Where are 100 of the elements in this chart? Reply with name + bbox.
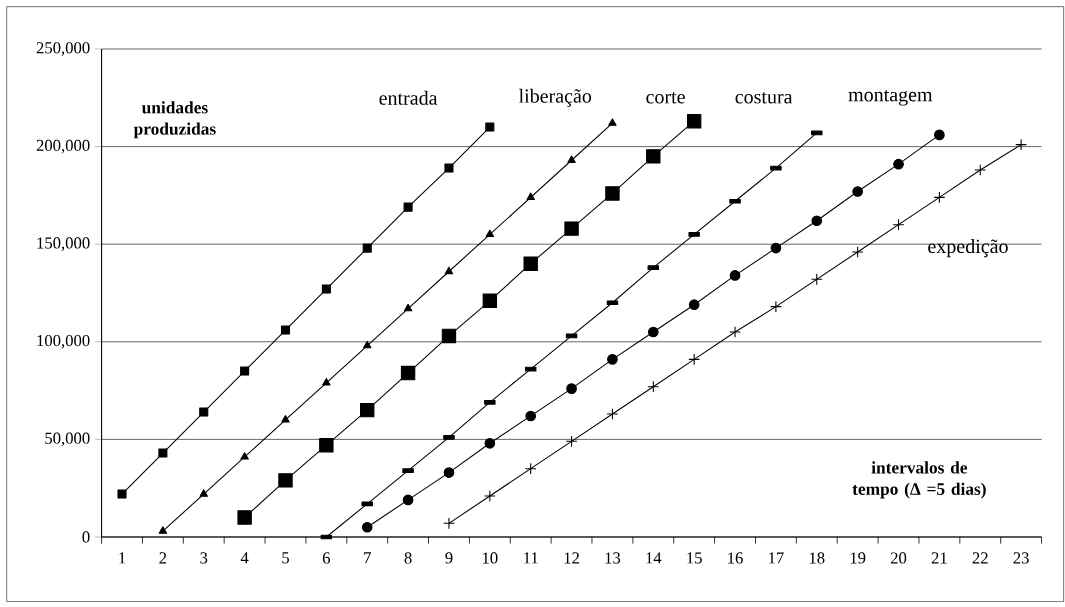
x-tick-label: 7 — [364, 552, 371, 564]
x-tick-label: 23 — [1013, 552, 1029, 564]
point — [158, 526, 168, 534]
x-tick-label: 3 — [200, 552, 208, 564]
point — [524, 462, 537, 475]
point — [321, 284, 331, 294]
x-tick-label: 12 — [564, 552, 579, 564]
point — [240, 366, 250, 376]
point — [403, 202, 413, 212]
point — [770, 242, 782, 254]
point — [441, 328, 457, 344]
x-tick-label: 5 — [282, 552, 289, 564]
point — [892, 218, 905, 231]
point — [686, 114, 702, 129]
point — [810, 273, 823, 286]
point — [893, 158, 904, 170]
point — [484, 437, 496, 449]
point — [444, 163, 454, 173]
point — [199, 407, 209, 417]
x-tick-label: 2 — [159, 552, 167, 564]
point — [811, 215, 823, 227]
x-tick-label: 21 — [931, 552, 947, 564]
point — [646, 149, 661, 164]
x-tick-label: 16 — [728, 552, 743, 564]
x-tick-label: 14 — [646, 552, 662, 564]
point — [281, 415, 290, 423]
x-tick-label: 4 — [240, 552, 249, 564]
series-label: corte — [646, 92, 685, 104]
y-tick-label: 0 — [82, 531, 90, 543]
x-tick-label: 9 — [445, 552, 453, 564]
x-tick-label: 22 — [972, 552, 988, 564]
y-tick-label: 200,000 — [36, 139, 90, 154]
point — [974, 164, 987, 176]
point — [402, 494, 414, 506]
point — [199, 489, 208, 497]
point — [688, 299, 700, 311]
point — [240, 452, 249, 460]
x-tick-label: 19 — [850, 552, 866, 564]
point — [485, 122, 495, 132]
point — [443, 517, 455, 530]
point — [933, 191, 946, 204]
y-axis-title: unidades produzidas — [133, 101, 216, 139]
text: entrada — [379, 90, 438, 105]
point — [319, 438, 334, 453]
point — [564, 221, 579, 236]
point — [566, 383, 577, 394]
point — [567, 155, 576, 163]
y-tick-label: 100,000 — [37, 334, 90, 349]
point — [117, 489, 127, 499]
point — [362, 243, 372, 253]
point — [360, 402, 375, 418]
point — [526, 192, 535, 201]
series-label: costura — [735, 92, 793, 104]
point — [729, 326, 741, 338]
point — [851, 246, 864, 258]
point — [403, 303, 413, 312]
point — [647, 326, 659, 338]
x-tick-label: 18 — [809, 552, 825, 564]
point — [361, 521, 373, 533]
x-tick-label: 17 — [769, 552, 784, 564]
x-tick-label: 13 — [605, 552, 621, 564]
point — [605, 186, 620, 201]
point — [278, 473, 293, 488]
x-tick-label: 1 — [119, 552, 126, 564]
point — [688, 353, 701, 366]
point — [362, 340, 372, 349]
point — [525, 410, 537, 422]
x-tick-label: 11 — [524, 552, 538, 564]
point — [934, 129, 945, 141]
point — [607, 354, 618, 365]
point — [280, 325, 291, 335]
x-tick-label: 8 — [404, 552, 412, 564]
point — [322, 377, 331, 386]
x-tick-label: 15 — [687, 552, 702, 564]
point — [523, 256, 538, 271]
series-label: expedição — [928, 239, 1008, 258]
point — [158, 448, 168, 458]
y-tick-label: 150,000 — [37, 237, 90, 252]
point — [647, 380, 660, 393]
point — [1015, 138, 1027, 151]
x-tick-label: 6 — [322, 552, 331, 564]
y-tick-label: 250,000 — [36, 42, 90, 56]
x-axis-title: intervalos de tempo (Δ =5 dias) — [852, 461, 986, 499]
series-label: montagem — [848, 90, 933, 106]
point — [606, 408, 619, 420]
point — [729, 270, 741, 281]
point — [608, 118, 617, 126]
point — [400, 365, 416, 381]
point — [852, 186, 863, 197]
y-tick-label: 50,000 — [45, 432, 90, 447]
point — [237, 510, 252, 525]
point — [444, 266, 454, 275]
x-tick-label: 10 — [482, 552, 498, 564]
point — [483, 490, 496, 502]
point — [443, 467, 455, 478]
point — [770, 300, 782, 313]
point — [565, 435, 578, 448]
x-tick-label: 20 — [890, 552, 907, 564]
point — [485, 229, 495, 238]
series-label: liberação — [518, 88, 592, 107]
